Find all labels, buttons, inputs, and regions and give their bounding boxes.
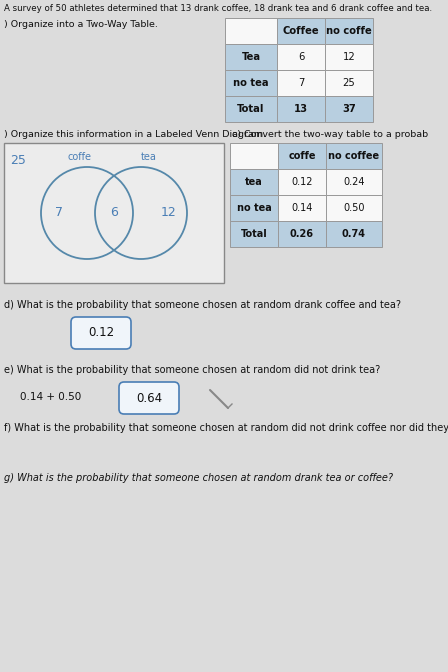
- Text: 37: 37: [342, 104, 356, 114]
- Bar: [325, 44, 373, 70]
- Text: f) What is the probability that someone chosen at random did not drink coffee no: f) What is the probability that someone …: [4, 423, 448, 433]
- Text: 12: 12: [161, 206, 177, 220]
- Text: 0.24: 0.24: [343, 177, 365, 187]
- Text: Total: Total: [237, 104, 265, 114]
- Bar: [278, 221, 326, 247]
- Text: 7: 7: [55, 206, 63, 220]
- Text: Total: Total: [241, 229, 267, 239]
- Bar: [325, 70, 373, 96]
- Bar: [326, 195, 382, 221]
- Bar: [225, 70, 277, 96]
- FancyBboxPatch shape: [71, 317, 131, 349]
- Text: no coffe: no coffe: [326, 26, 372, 36]
- Bar: [278, 195, 326, 221]
- Text: no tea: no tea: [233, 78, 269, 88]
- Bar: [4, 143, 224, 283]
- Text: 0.64: 0.64: [136, 392, 162, 405]
- Bar: [230, 221, 278, 247]
- Text: 6: 6: [110, 206, 118, 220]
- Text: tea: tea: [141, 152, 157, 162]
- Text: d) What is the probability that someone chosen at random drank coffee and tea?: d) What is the probability that someone …: [4, 300, 401, 310]
- Bar: [225, 18, 277, 44]
- Text: 6: 6: [298, 52, 304, 62]
- Text: coffe: coffe: [67, 152, 91, 162]
- Text: no coffee: no coffee: [328, 151, 379, 161]
- Bar: [230, 195, 278, 221]
- Bar: [277, 18, 325, 44]
- Text: Tea: Tea: [241, 52, 261, 62]
- Bar: [326, 221, 382, 247]
- Text: A survey of 50 athletes determined that 13 drank coffee, 18 drank tea and 6 dran: A survey of 50 athletes determined that …: [4, 4, 432, 13]
- Text: Coffee: Coffee: [283, 26, 319, 36]
- Text: c) Convert the two-way table to a probab: c) Convert the two-way table to a probab: [232, 130, 428, 139]
- FancyBboxPatch shape: [119, 382, 179, 414]
- Bar: [278, 143, 326, 169]
- Text: 25: 25: [343, 78, 355, 88]
- Bar: [277, 44, 325, 70]
- Text: no tea: no tea: [237, 203, 271, 213]
- Text: ) Organize into a Two-Way Table.: ) Organize into a Two-Way Table.: [4, 20, 158, 29]
- Text: coffe: coffe: [288, 151, 316, 161]
- Bar: [326, 169, 382, 195]
- Bar: [230, 143, 278, 169]
- Bar: [325, 18, 373, 44]
- Text: tea: tea: [245, 177, 263, 187]
- Text: 0.12: 0.12: [291, 177, 313, 187]
- Text: 12: 12: [343, 52, 355, 62]
- Bar: [230, 169, 278, 195]
- Text: g) What is the probability that someone chosen at random drank tea or coffee?: g) What is the probability that someone …: [4, 473, 393, 483]
- Text: 13: 13: [294, 104, 308, 114]
- Bar: [225, 96, 277, 122]
- Bar: [278, 169, 326, 195]
- Text: ) Organize this information in a Labeled Venn Diagram.: ) Organize this information in a Labeled…: [4, 130, 266, 139]
- Text: 0.74: 0.74: [342, 229, 366, 239]
- Text: 0.12: 0.12: [88, 327, 114, 339]
- Bar: [325, 96, 373, 122]
- Text: 0.26: 0.26: [290, 229, 314, 239]
- Bar: [326, 143, 382, 169]
- Bar: [277, 96, 325, 122]
- Bar: [225, 44, 277, 70]
- Text: 0.14 + 0.50: 0.14 + 0.50: [20, 392, 81, 402]
- Text: 7: 7: [298, 78, 304, 88]
- Text: e) What is the probability that someone chosen at random did not drink tea?: e) What is the probability that someone …: [4, 365, 380, 375]
- Text: 0.14: 0.14: [291, 203, 313, 213]
- Text: 25: 25: [10, 155, 26, 167]
- Text: 0.50: 0.50: [343, 203, 365, 213]
- Bar: [277, 70, 325, 96]
